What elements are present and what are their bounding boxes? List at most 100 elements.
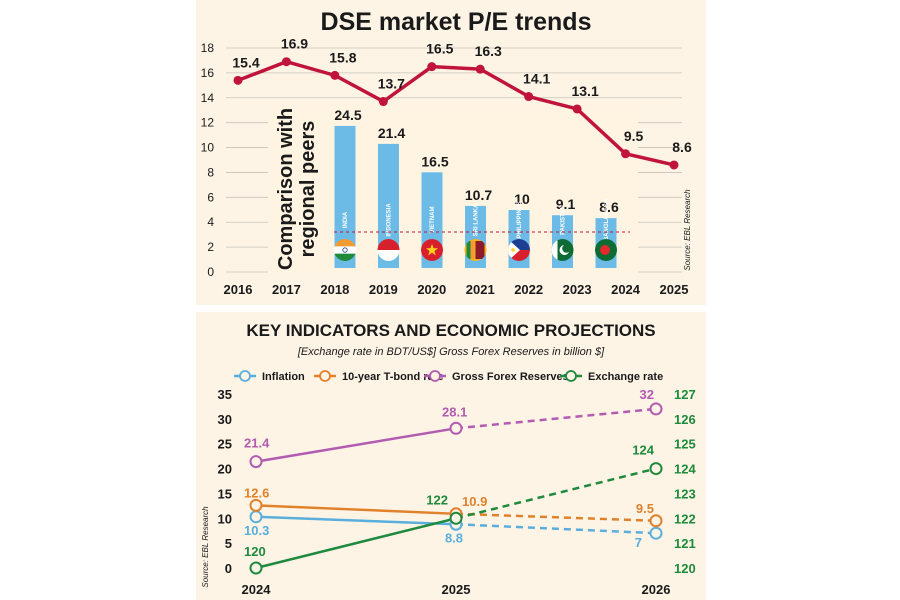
pe-value-label: 16.9 (281, 36, 308, 52)
peer-value-label: 24.5 (334, 107, 361, 123)
series-value-label: 12.6 (244, 485, 269, 500)
inset-background (268, 105, 638, 273)
indicators-left-tick: 30 (218, 412, 232, 427)
pe-data-point (524, 92, 534, 102)
series-0: 10.3 8.8 7 (244, 510, 663, 550)
legend-marker (565, 370, 577, 382)
indicators-left-tick: 5 (225, 536, 232, 551)
pe-value-label: 15.4 (232, 54, 259, 70)
pe-value-label: 16.3 (475, 43, 502, 59)
pe-x-tick: 2022 (514, 282, 543, 297)
pe-x-tick: 2024 (611, 282, 641, 297)
indicators-source-note: Source: EBL Research (201, 506, 210, 588)
indicators-panel: KEY INDICATORS AND ECONOMIC PROJECTIONS … (196, 312, 706, 600)
peer-value-label: 9.1 (556, 196, 576, 212)
indicators-left-tick: 15 (218, 486, 232, 501)
pe-value-label: 9.5 (624, 128, 644, 144)
indicators-right-tick: 124 (674, 462, 696, 477)
series-value-label: 10.3 (244, 523, 269, 538)
peer-country-label: INDONESIA (387, 203, 393, 237)
legend-label: Inflation (262, 371, 305, 383)
series-line-actual (255, 504, 457, 516)
pe-data-point (233, 75, 243, 85)
pe-trends-panel: DSE market P/E trends 0 2 4 6 8 10 12 14 16 18 20… (196, 0, 706, 305)
pe-y-tick: 16 (201, 66, 215, 80)
series-point (249, 561, 263, 575)
series-value-label: 32 (640, 387, 654, 402)
indicators-left-tick: 35 (218, 387, 232, 402)
pe-data-point (475, 64, 485, 74)
pe-y-tick: 18 (201, 41, 215, 55)
peer-value-label: 21.4 (378, 125, 405, 141)
pe-data-point (669, 160, 679, 170)
philippines-flag-icon (508, 239, 530, 261)
series-line-projected (455, 523, 657, 535)
series-point (249, 510, 263, 524)
indonesia-flag-icon (377, 239, 400, 261)
pe-y-tick: 6 (207, 190, 214, 204)
series-point (249, 498, 263, 512)
peer-country-label: BANGLADESH (604, 199, 610, 241)
series-point (649, 514, 663, 528)
series-value-label: 8.8 (445, 530, 463, 545)
pe-data-point (378, 97, 388, 107)
series-value-label: 10.9 (462, 494, 487, 509)
inset-title-line2: regional peers (297, 121, 319, 258)
pe-data-point (572, 104, 582, 114)
indicators-left-tick: 25 (218, 437, 232, 452)
bangladesh-flag-icon (595, 239, 617, 261)
pe-chart-title: DSE market P/E trends (321, 8, 592, 36)
pe-x-tick: 2023 (563, 282, 592, 297)
inset-title-line1: Comparison with (275, 108, 297, 270)
indicators-x-tick: 2024 (242, 582, 272, 597)
series-value-label: 124 (632, 443, 654, 458)
series-3: 120 122 124 (244, 443, 663, 575)
pe-y-tick: 0 (207, 265, 214, 279)
series-line-projected (455, 407, 657, 430)
series-value-label: 28.1 (442, 404, 467, 419)
legend-item: Exchange rate (560, 370, 663, 383)
sri-lanka-flag-icon (464, 239, 487, 261)
series-line-actual (255, 517, 457, 570)
pe-value-label: 15.8 (329, 49, 356, 65)
pe-data-point (281, 57, 291, 67)
series-line-actual (255, 515, 457, 526)
peer-bar (334, 125, 356, 269)
india-flag-icon (334, 239, 356, 261)
legend-item: 10-year T-bond rate (314, 370, 443, 383)
pe-x-tick: 2018 (320, 282, 349, 297)
indicators-right-tick: 126 (674, 412, 696, 427)
pe-x-tick: 2017 (272, 282, 301, 297)
pe-source-note: Source: EBL Research (683, 189, 692, 271)
pe-x-tick: 2019 (369, 282, 398, 297)
legend-marker (319, 370, 331, 382)
indicators-chart: KEY INDICATORS AND ECONOMIC PROJECTIONS … (201, 321, 696, 597)
series-line-projected (455, 512, 657, 523)
peer-value-label: 10.7 (465, 187, 492, 203)
indicators-right-tick: 121 (674, 536, 696, 551)
pe-value-label: 8.6 (672, 139, 692, 155)
pe-data-point (330, 70, 340, 80)
peer-country-label: VIETNAM (430, 206, 436, 233)
legend-item: Gross Forex Reserves (424, 370, 569, 383)
peer-value-label: 8.6 (599, 199, 619, 215)
indicators-right-tick: 127 (674, 387, 696, 402)
indicators-left-tick: 20 (218, 462, 232, 477)
series-point (449, 421, 463, 435)
legend-marker (429, 370, 441, 382)
pe-y-tick: 2 (207, 240, 214, 254)
indicators-right-tick: 125 (674, 437, 696, 452)
legend-item: Inflation (234, 370, 305, 383)
pe-y-tick: 10 (201, 141, 215, 155)
indicators-left-tick: 0 (225, 561, 232, 576)
pe-y-tick: 4 (207, 215, 214, 229)
indicators-right-tick: 120 (674, 561, 696, 576)
peer-country-label: PAKISTAN (561, 205, 567, 235)
pe-value-label: 16.5 (426, 41, 453, 57)
pe-data-point (621, 149, 631, 159)
indicators-x-tick: 2025 (442, 582, 471, 597)
pe-value-label: 14.1 (523, 71, 550, 87)
pe-data-point (427, 62, 437, 72)
series-point (449, 511, 463, 525)
